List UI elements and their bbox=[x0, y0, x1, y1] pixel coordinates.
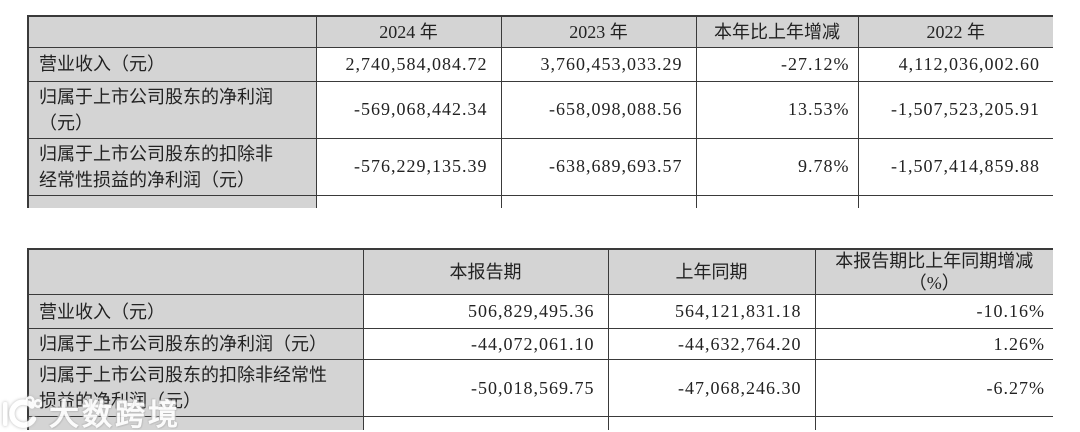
revenue-2022: 4,112,036,002.60 bbox=[857, 46, 1053, 82]
deducted-net-profit-yoy-change: 9.78% bbox=[695, 137, 859, 196]
row-label: 归属于上市公司股东的净利润 （元） bbox=[27, 80, 317, 139]
table-cell bbox=[695, 194, 859, 208]
interim-header-period-change: 本报告期比上年同期增减 （%） bbox=[814, 248, 1053, 295]
deducted-net-profit-prior-period: -47,068,246.30 bbox=[607, 359, 816, 417]
annual-header-empty bbox=[27, 15, 317, 48]
net-profit-period-change: 1.26% bbox=[814, 328, 1053, 360]
annual-comparison-table: 2024 年 2023 年 本年比上年增减 2022 年 营业收入（元） 2,7… bbox=[27, 15, 1053, 208]
table-cell bbox=[500, 194, 697, 208]
interim-header-prior-period: 上年同期 bbox=[607, 248, 816, 295]
net-profit-2024: -569,068,442.34 bbox=[315, 80, 502, 139]
row-label: 归属于上市公司股东的净利润（元） bbox=[27, 328, 364, 360]
row-label: 归属于上市公司股东的扣除非经常性 损益的净利润（元） bbox=[27, 359, 364, 417]
table-cell bbox=[362, 416, 609, 430]
revenue-2023: 3,760,453,033.29 bbox=[500, 46, 697, 82]
row-label: 归属于上市公司股东的扣除非 经常性损益的净利润（元） bbox=[27, 137, 317, 196]
table-cell bbox=[814, 416, 1053, 430]
annual-row-revenue: 营业收入（元） 2,740,584,084.72 3,760,453,033.2… bbox=[27, 46, 1053, 82]
table-cell bbox=[315, 194, 502, 208]
net-profit-current-period: -44,072,061.10 bbox=[362, 328, 609, 360]
deducted-net-profit-current-period: -50,018,569.75 bbox=[362, 359, 609, 417]
net-profit-2022: -1,507,523,205.91 bbox=[857, 80, 1053, 139]
annual-header-yoy-change: 本年比上年增减 bbox=[695, 15, 859, 48]
annual-header-2023: 2023 年 bbox=[500, 15, 697, 48]
revenue-period-change: -10.16% bbox=[814, 294, 1053, 329]
revenue-yoy-change: -27.12% bbox=[695, 46, 859, 82]
table-cell bbox=[857, 194, 1053, 208]
deducted-net-profit-2022: -1,507,414,859.88 bbox=[857, 137, 1053, 196]
row-label: 营业收入（元） bbox=[27, 294, 364, 329]
revenue-current-period: 506,829,495.36 bbox=[362, 294, 609, 329]
annual-header-2024: 2024 年 bbox=[315, 15, 502, 48]
net-profit-2023: -658,098,088.56 bbox=[500, 80, 697, 139]
interim-header-current-period: 本报告期 bbox=[362, 248, 609, 295]
deducted-net-profit-period-change: -6.27% bbox=[814, 359, 1053, 417]
table-cell bbox=[607, 416, 816, 430]
interim-comparison-table: 本报告期 上年同期 本报告期比上年同期增减 （%） 营业收入（元） 506,82… bbox=[27, 248, 1053, 430]
row-label bbox=[27, 194, 317, 208]
revenue-prior-period: 564,121,831.18 bbox=[607, 294, 816, 329]
interim-row-net-profit: 归属于上市公司股东的净利润（元） -44,072,061.10 -44,632,… bbox=[27, 328, 1053, 360]
interim-row-revenue: 营业收入（元） 506,829,495.36 564,121,831.18 -1… bbox=[27, 294, 1053, 329]
annual-header-2022: 2022 年 bbox=[857, 15, 1053, 48]
row-label bbox=[27, 416, 364, 430]
annual-table: 2024 年 2023 年 本年比上年增减 2022 年 营业收入（元） 2,7… bbox=[27, 15, 1053, 208]
net-profit-prior-period: -44,632,764.20 bbox=[607, 328, 816, 360]
annual-row-truncated bbox=[27, 194, 1053, 208]
interim-table: 本报告期 上年同期 本报告期比上年同期增减 （%） 营业收入（元） 506,82… bbox=[27, 248, 1053, 430]
annual-header-row: 2024 年 2023 年 本年比上年增减 2022 年 bbox=[27, 15, 1053, 48]
interim-header-empty bbox=[27, 248, 364, 295]
interim-header-row: 本报告期 上年同期 本报告期比上年同期增减 （%） bbox=[27, 248, 1053, 295]
annual-row-deducted-net-profit: 归属于上市公司股东的扣除非 经常性损益的净利润（元） -576,229,135.… bbox=[27, 137, 1053, 196]
row-label: 营业收入（元） bbox=[27, 46, 317, 82]
interim-row-deducted-net-profit: 归属于上市公司股东的扣除非经常性 损益的净利润（元） -50,018,569.7… bbox=[27, 359, 1053, 417]
deducted-net-profit-2024: -576,229,135.39 bbox=[315, 137, 502, 196]
annual-row-net-profit: 归属于上市公司股东的净利润 （元） -569,068,442.34 -658,0… bbox=[27, 80, 1053, 139]
net-profit-yoy-change: 13.53% bbox=[695, 80, 859, 139]
deducted-net-profit-2023: -638,689,693.57 bbox=[500, 137, 697, 196]
interim-row-truncated bbox=[27, 416, 1053, 430]
revenue-2024: 2,740,584,084.72 bbox=[315, 46, 502, 82]
